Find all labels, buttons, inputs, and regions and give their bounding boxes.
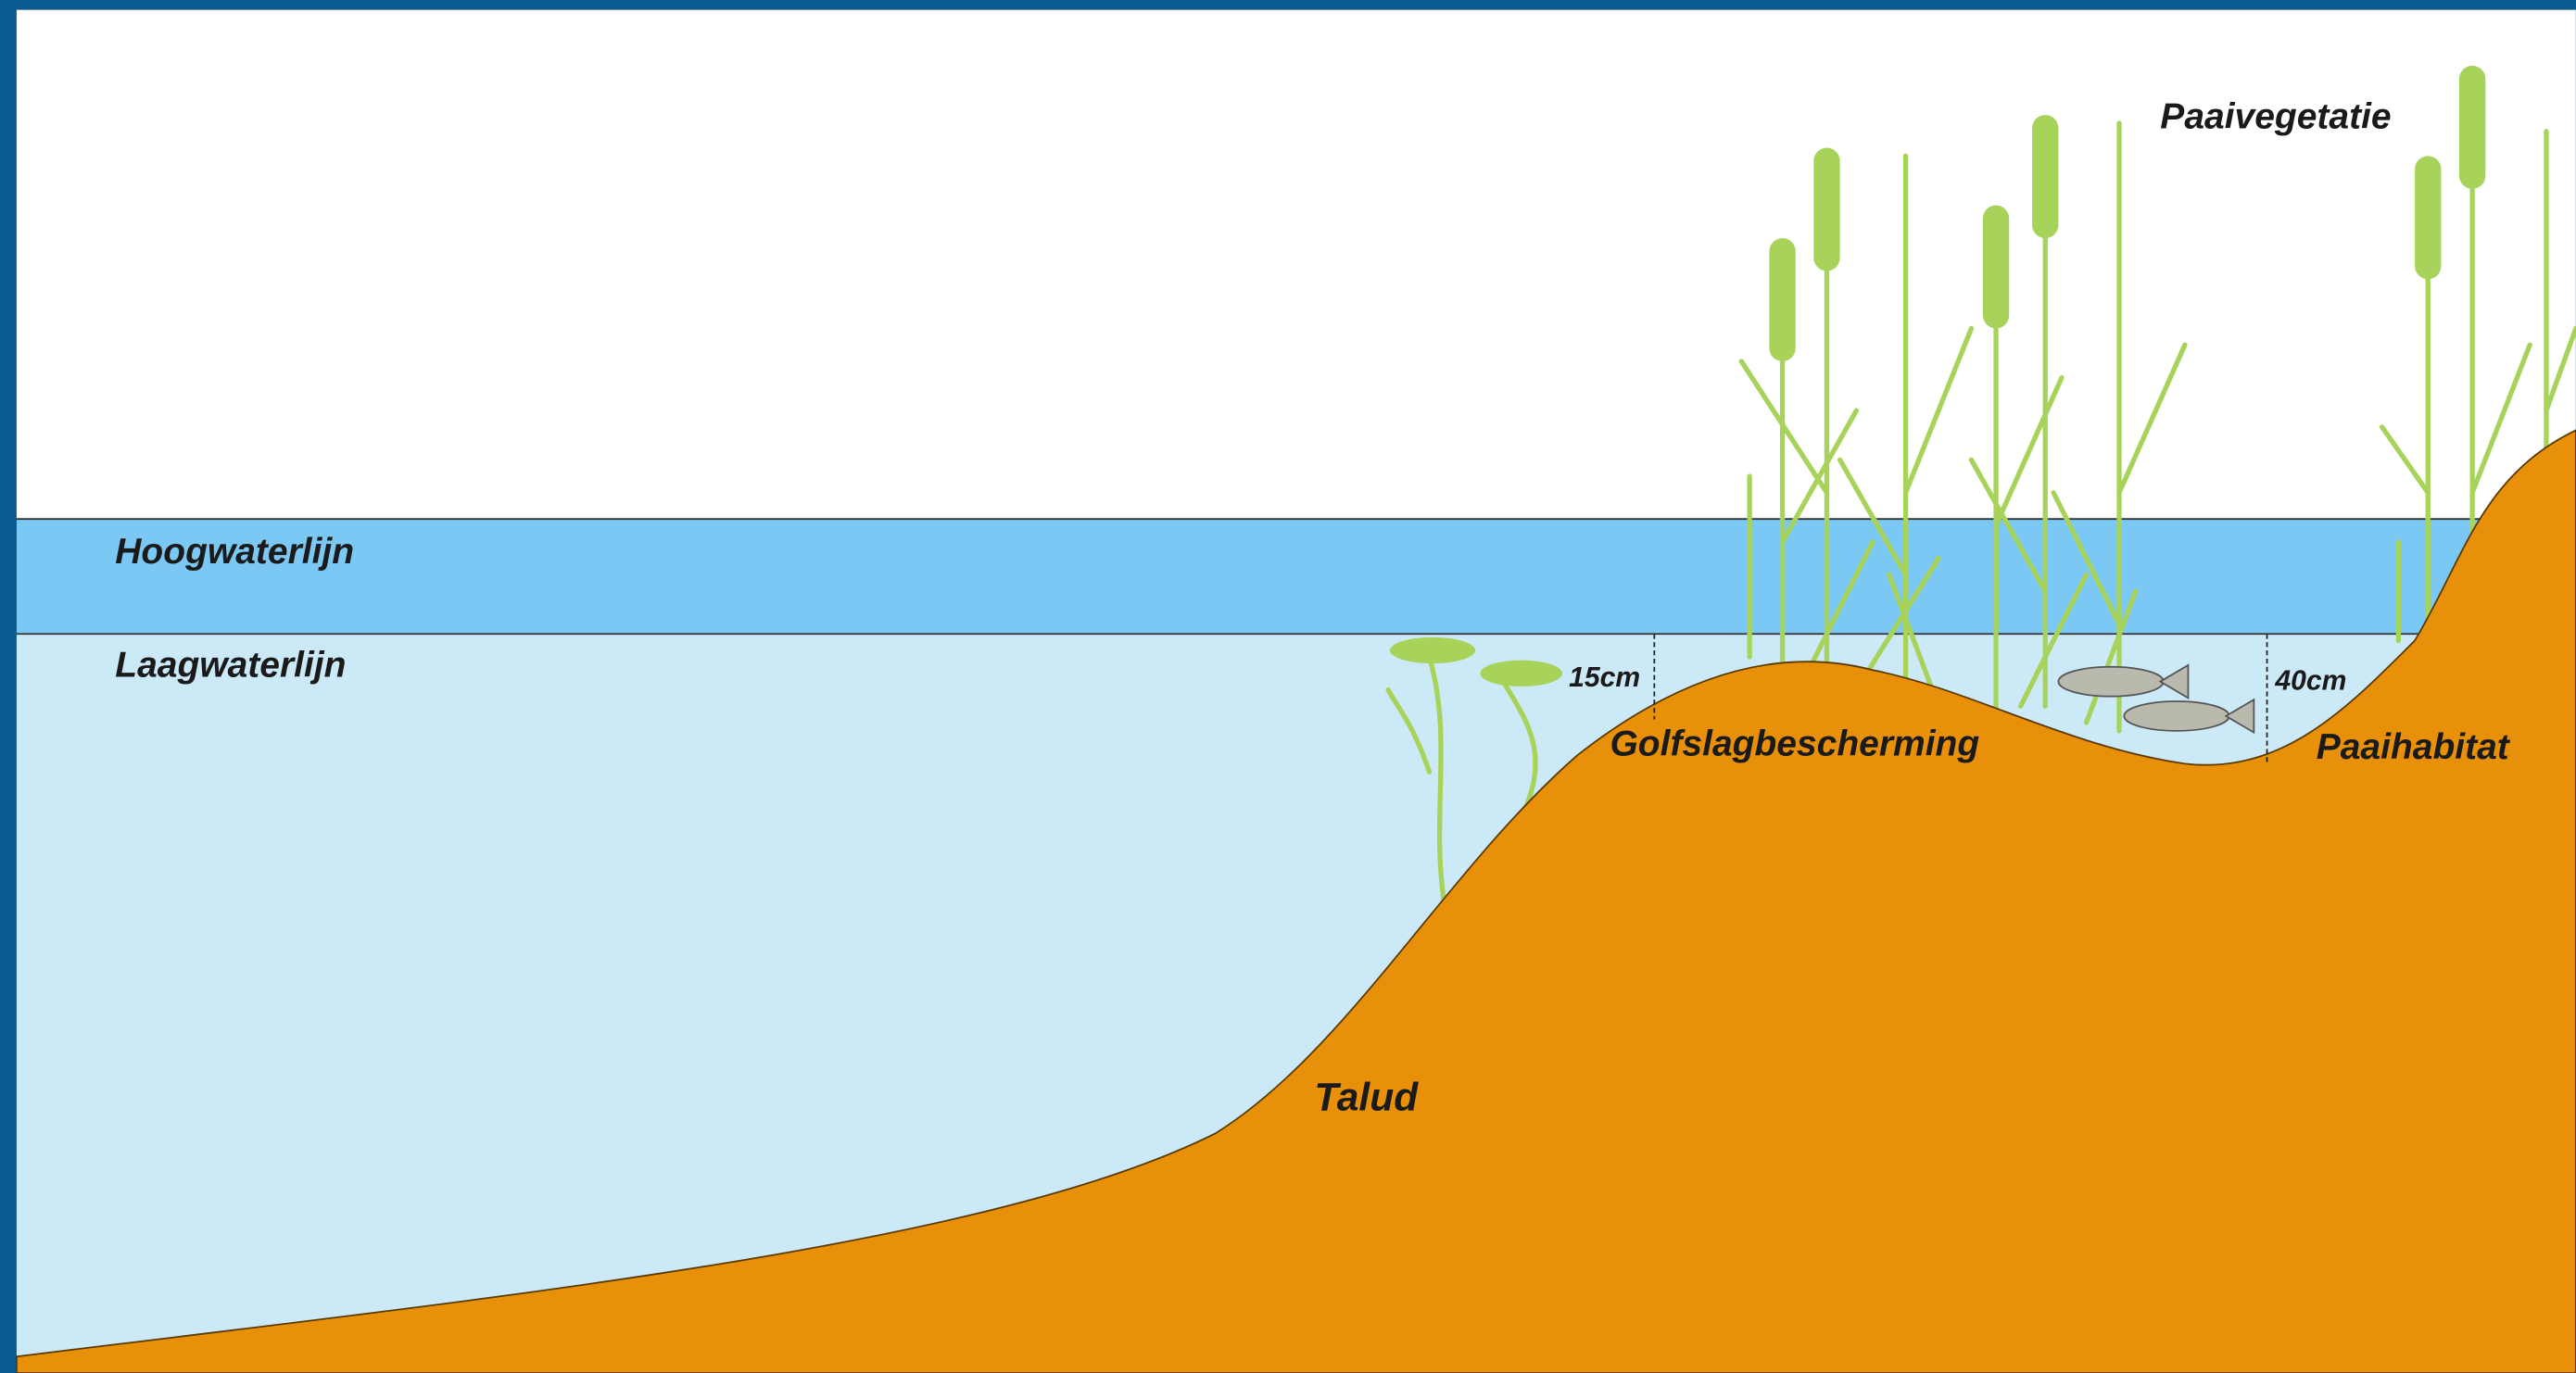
ground — [16, 429, 2576, 1373]
label: Talud — [1314, 1075, 1419, 1119]
label: Golfslagbescherming — [1610, 724, 1979, 763]
label: Paaivegetatie — [2160, 96, 2391, 136]
fish — [2057, 663, 2255, 735]
high-water-band — [16, 519, 2576, 635]
label: 15cm — [1569, 662, 1640, 693]
label: 40cm — [2274, 666, 2346, 697]
label: Laagwaterlijn — [115, 645, 346, 685]
label: Paaihabitat — [2317, 727, 2511, 767]
label: Hoogwaterlijn — [115, 532, 354, 572]
sky — [16, 9, 2576, 520]
vegetation — [1385, 65, 2576, 914]
